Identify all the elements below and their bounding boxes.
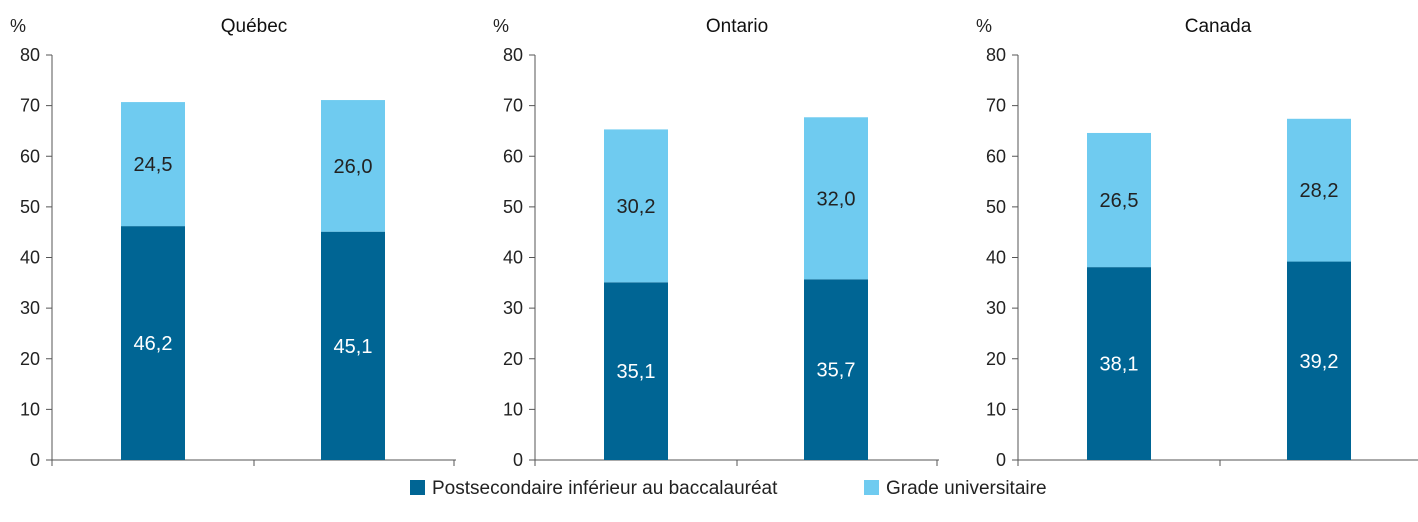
y-tick-label: 30: [986, 298, 1006, 318]
y-tick-label: 20: [503, 349, 523, 369]
y-tick-label: 40: [503, 248, 523, 268]
chart-title: Ontario: [706, 16, 768, 37]
y-tick-label: 60: [503, 146, 523, 166]
data-label: 35,7: [817, 360, 856, 382]
y-unit-label: %: [976, 16, 992, 36]
data-label: 24,5: [134, 154, 173, 176]
data-label: 28,2: [1300, 180, 1339, 202]
data-label: 46,2: [134, 333, 173, 355]
data-label: 26,0: [334, 156, 373, 178]
data-label: 26,5: [1100, 190, 1139, 212]
y-tick-label: 10: [503, 399, 523, 419]
y-tick-label: 60: [20, 146, 40, 166]
y-unit-label: %: [493, 16, 509, 36]
y-tick-label: 20: [20, 349, 40, 369]
y-tick-label: 50: [20, 197, 40, 217]
y-tick-label: 70: [503, 96, 523, 116]
y-tick-label: 60: [986, 146, 1006, 166]
legend-swatch-postsecondaire: [410, 480, 425, 495]
y-tick-label: 70: [986, 96, 1006, 116]
y-tick-label: 50: [986, 197, 1006, 217]
y-tick-label: 0: [996, 450, 1006, 470]
data-label: 32,0: [817, 188, 856, 210]
y-tick-label: 40: [20, 248, 40, 268]
legend-label-postsecondaire: Postsecondaire inférieur au baccalauréat: [432, 478, 778, 499]
chart-title: Québec: [221, 16, 288, 37]
legend-svg: Postsecondaire inférieur au baccalauréat…: [0, 470, 1418, 514]
y-unit-label: %: [10, 16, 26, 36]
y-tick-label: 20: [986, 349, 1006, 369]
data-label: 35,1: [617, 361, 656, 383]
legend-label-grade-universitaire: Grade universitaire: [886, 478, 1047, 499]
data-label: 39,2: [1300, 351, 1339, 373]
data-label: 38,1: [1100, 354, 1139, 376]
y-tick-label: 80: [503, 45, 523, 65]
legend: Postsecondaire inférieur au baccalauréat…: [0, 470, 1418, 514]
y-tick-label: 10: [986, 399, 1006, 419]
y-tick-label: 30: [20, 298, 40, 318]
y-tick-label: 80: [986, 45, 1006, 65]
y-tick-label: 70: [20, 96, 40, 116]
y-tick-label: 80: [20, 45, 40, 65]
y-tick-label: 10: [20, 399, 40, 419]
legend-swatch-grade-universitaire: [864, 480, 879, 495]
chart-title: Canada: [1185, 16, 1252, 37]
data-label: 30,2: [617, 196, 656, 218]
y-tick-label: 0: [30, 450, 40, 470]
y-tick-label: 50: [503, 197, 523, 217]
y-tick-label: 40: [986, 248, 1006, 268]
data-label: 45,1: [334, 336, 373, 358]
y-tick-label: 30: [503, 298, 523, 318]
y-tick-label: 0: [513, 450, 523, 470]
